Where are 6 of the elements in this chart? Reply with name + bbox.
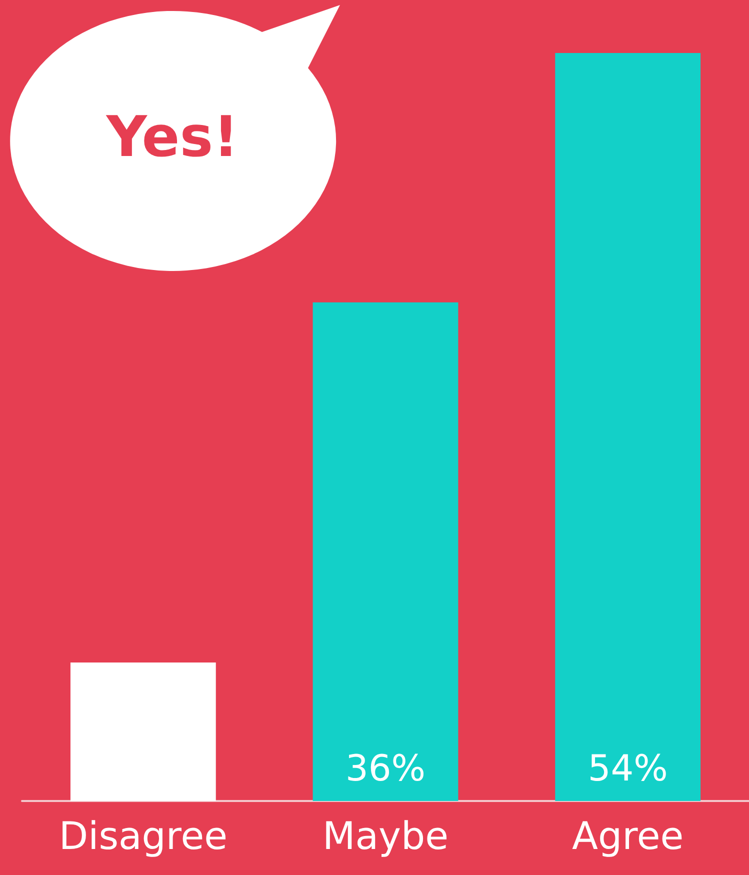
data-label: 54% — [588, 748, 668, 790]
x-tick-label: Agree — [572, 814, 684, 858]
annotation: Yes! — [105, 105, 240, 170]
x-tick-label: Maybe — [322, 814, 449, 858]
x-tick-label: Disagree — [58, 814, 228, 858]
data-label: 36% — [345, 748, 426, 790]
